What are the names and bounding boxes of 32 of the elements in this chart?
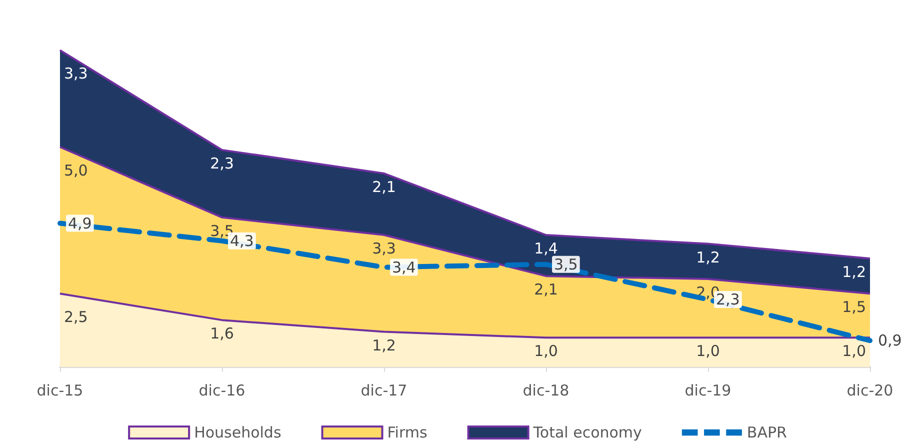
data-label: 2,5 bbox=[64, 308, 88, 326]
data-label: 2,1 bbox=[372, 178, 396, 196]
legend-label: Households bbox=[194, 424, 282, 442]
data-label: 1,4 bbox=[534, 240, 558, 258]
data-label: 1,2 bbox=[372, 336, 396, 354]
data-label: 1,2 bbox=[842, 262, 866, 281]
data-label: 5,0 bbox=[64, 162, 88, 180]
x-tick-label: dic-17 bbox=[360, 382, 408, 400]
data-label: 1,0 bbox=[534, 342, 558, 360]
data-label: 1,0 bbox=[696, 342, 720, 360]
data-label: 1,5 bbox=[842, 298, 866, 316]
data-label: 1,6 bbox=[210, 324, 234, 343]
legend-label: BAPR bbox=[746, 424, 787, 442]
data-label: 2,3 bbox=[716, 290, 740, 309]
data-label: 1,0 bbox=[842, 342, 866, 360]
x-tick-label: dic-20 bbox=[846, 382, 894, 400]
data-label: 1,2 bbox=[696, 248, 720, 266]
x-tick-label: dic-19 bbox=[684, 382, 732, 400]
data-label: 3,3 bbox=[64, 64, 88, 83]
x-tick-label: dic-18 bbox=[522, 382, 570, 400]
data-label: 2,3 bbox=[210, 154, 234, 172]
data-label: 3,3 bbox=[372, 240, 396, 258]
x-tick-label: dic-16 bbox=[198, 382, 246, 400]
x-tick-label: dic-15 bbox=[36, 382, 84, 400]
data-label: 3,4 bbox=[392, 258, 416, 276]
data-label: 4,3 bbox=[230, 232, 254, 250]
data-label: 4,9 bbox=[68, 214, 92, 232]
data-label: 0,9 bbox=[878, 332, 902, 350]
legend-label: Firms bbox=[387, 424, 428, 442]
data-label: 3,5 bbox=[554, 255, 578, 274]
data-label: 2,1 bbox=[534, 280, 558, 299]
legend-label: Total economy bbox=[532, 424, 642, 442]
